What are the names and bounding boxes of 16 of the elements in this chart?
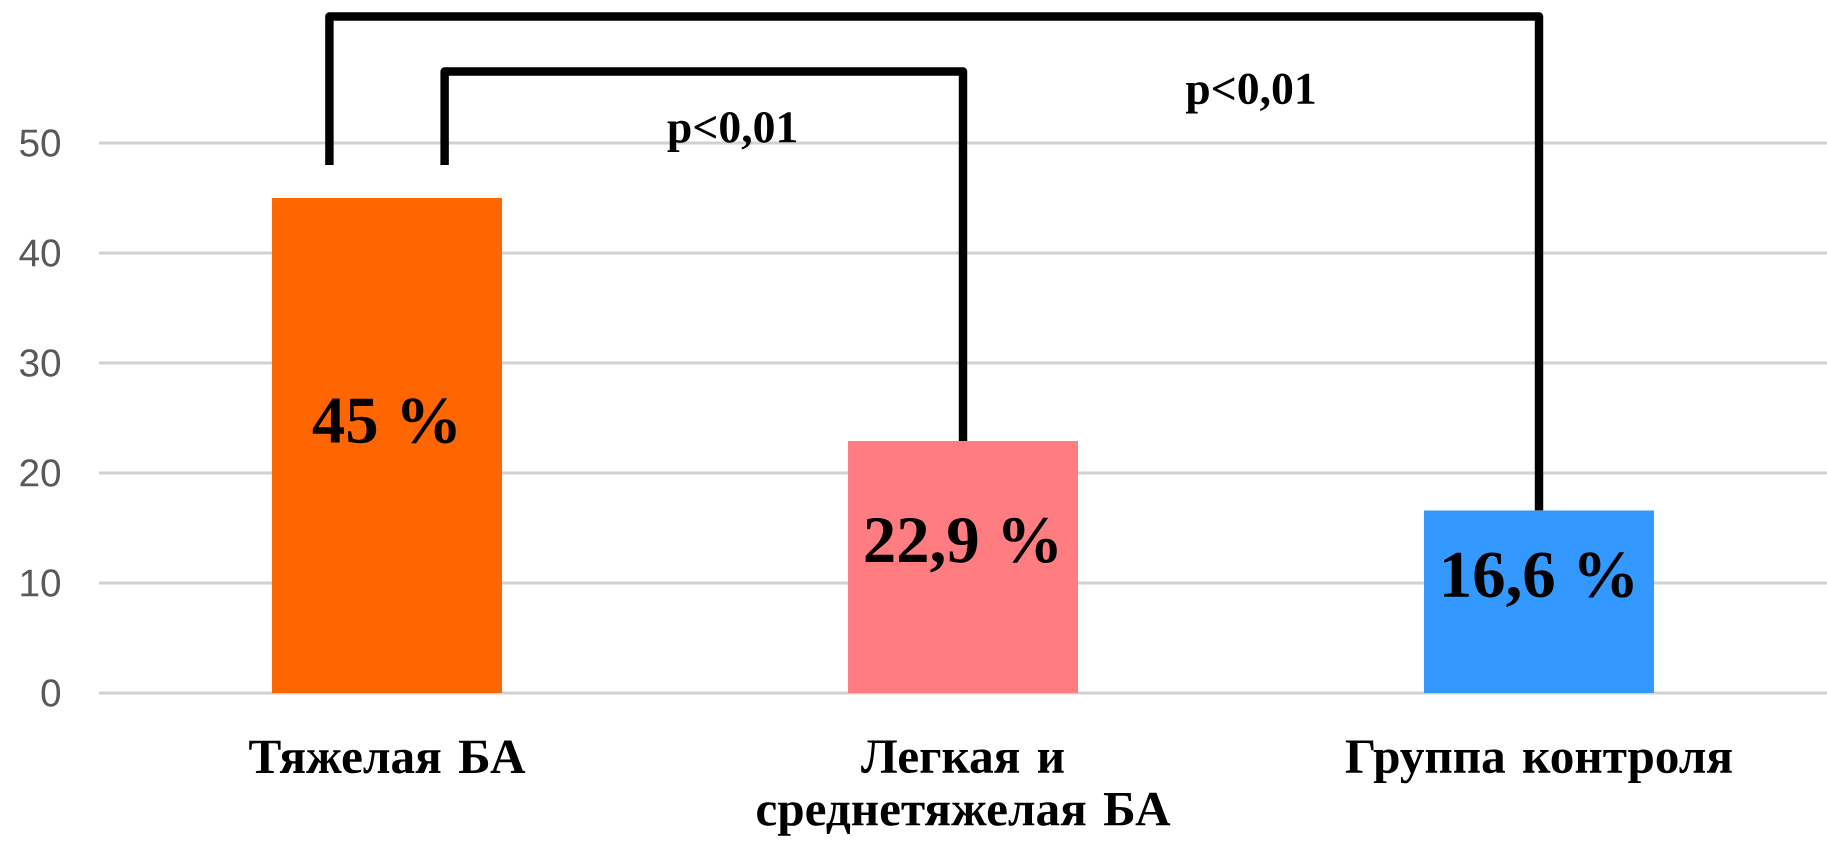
y-tick-label: 20 — [20, 459, 61, 487]
y-tick-label: 50 — [20, 129, 61, 157]
y-tick-label: 40 — [19, 239, 61, 267]
data-label: 16,6 % — [1444, 552, 1633, 608]
bar — [272, 198, 503, 694]
y-tick-label: 10 — [21, 569, 61, 597]
text: p<0,01 — [1185, 73, 1315, 114]
x-tick-label: Легкая и среднетяжелая БА — [757, 740, 1171, 836]
x-tick-label: Группа контроля — [1345, 740, 1732, 784]
y-tick-label: 30 — [20, 349, 61, 377]
data-label: 22,9 % — [865, 517, 1057, 573]
x-tick-label: Тяжелая БА — [249, 740, 526, 774]
bar — [1424, 510, 1655, 694]
annotation: p<0,01 — [667, 111, 796, 153]
y-tick-label: 0 — [41, 679, 61, 707]
data-label: 45 % — [312, 398, 456, 444]
